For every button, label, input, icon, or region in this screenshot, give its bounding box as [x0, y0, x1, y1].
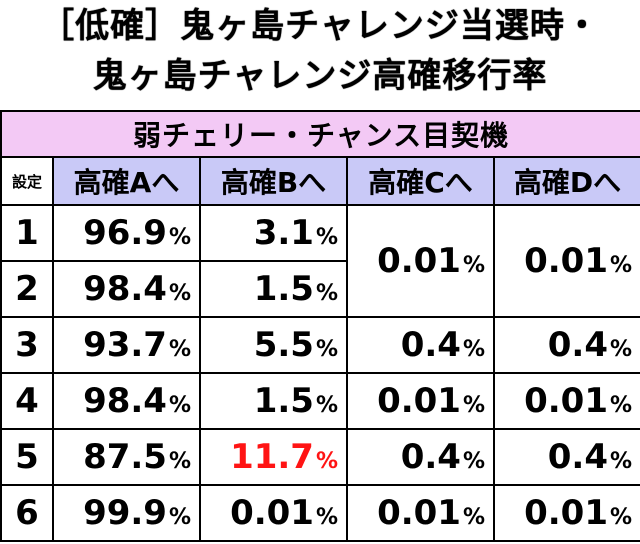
table-row: 4 98.4% 1.5% 0.01% 0.01% [0, 372, 640, 430]
percent-sign: % [168, 281, 191, 306]
value: 11.7 [230, 437, 314, 477]
setting-cell: 1 [0, 204, 54, 262]
value: 0.01 [524, 241, 608, 281]
high-d-cell: 0.01% [492, 484, 640, 542]
table-row: 3 93.7% 5.5% 0.4% 0.4% [0, 316, 640, 374]
value: 99.9 [83, 493, 167, 533]
high-c-cell: 0.01% [346, 372, 495, 430]
percent-sign: % [462, 253, 485, 278]
high-c-cell: 0.4% [346, 428, 495, 486]
value: 98.4 [83, 381, 167, 421]
percent-sign: % [168, 393, 191, 418]
value: 0.4 [400, 325, 461, 365]
setting-cell: 6 [0, 484, 54, 542]
title-line-2: 鬼ヶ島チャレンジ高確移行率 [92, 56, 548, 96]
value: 0.4 [547, 325, 608, 365]
percent-sign: % [168, 449, 191, 474]
high-b-cell: 1.5% [199, 372, 348, 430]
value: 5.5 [253, 325, 314, 365]
percent-sign: % [610, 253, 633, 278]
table-row: 5 87.5% 11.7% 0.4% 0.4% [0, 428, 640, 486]
setting-cell: 2 [0, 260, 54, 318]
value: 0.01 [377, 241, 461, 281]
high-d-merged-cell: 0.01% [492, 204, 640, 318]
header-setting: 設定 [0, 156, 54, 206]
value: 0.01 [524, 493, 608, 533]
header-high-b: 高確Bへ [199, 156, 348, 206]
percent-sign: % [315, 337, 338, 362]
percent-sign: % [315, 225, 338, 250]
percent-sign: % [315, 281, 338, 306]
high-a-cell: 87.5% [52, 428, 201, 486]
high-a-cell: 96.9% [52, 204, 201, 262]
header-row: 設定 高確Aへ 高確Bへ 高確Cへ 高確Dへ [0, 156, 640, 206]
value: 0.01 [377, 381, 461, 421]
table-row: 6 99.9% 0.01% 0.01% 0.01% [0, 484, 640, 542]
table-row: 2 98.4% 1.5% [0, 260, 640, 318]
high-b-cell: 1.5% [199, 260, 348, 318]
title-block: ［低確］鬼ヶ島チャレンジ当選時・ 鬼ヶ島チャレンジ高確移行率 [0, 0, 640, 108]
value: 0.01 [230, 493, 314, 533]
value: 96.9 [83, 213, 167, 253]
high-c-cell: 0.4% [346, 316, 495, 374]
high-d-cell: 0.4% [492, 316, 640, 374]
percent-sign: % [168, 337, 191, 362]
high-b-cell: 3.1% [199, 204, 348, 262]
value: 3.1 [253, 213, 314, 253]
high-a-cell: 98.4% [52, 260, 201, 318]
percent-sign: % [315, 449, 338, 474]
percent-sign: % [315, 393, 338, 418]
value: 98.4 [83, 269, 167, 309]
percent-sign: % [610, 393, 633, 418]
high-d-cell: 0.4% [492, 428, 640, 486]
high-d-cell: 0.01% [492, 372, 640, 430]
percent-sign: % [168, 505, 191, 530]
table-subtitle: 弱チェリー・チャンス目契機 [0, 110, 640, 158]
high-b-cell-highlighted: 11.7% [199, 428, 348, 486]
value: 1.5 [253, 269, 314, 309]
high-c-cell: 0.01% [346, 484, 495, 542]
percent-sign: % [315, 505, 338, 530]
percent-sign: % [462, 449, 485, 474]
title-line-1: ［低確］鬼ヶ島チャレンジ当選時・ [40, 6, 600, 46]
percent-sign: % [610, 337, 633, 362]
percent-sign: % [610, 505, 633, 530]
value: 1.5 [253, 381, 314, 421]
value: 0.01 [377, 493, 461, 533]
percent-sign: % [610, 449, 633, 474]
setting-cell: 3 [0, 316, 54, 374]
high-a-cell: 98.4% [52, 372, 201, 430]
table-row: 1 96.9% 3.1% 0.01% 0.01% [0, 204, 640, 318]
value: 93.7 [83, 325, 167, 365]
header-high-a: 高確Aへ [52, 156, 201, 206]
value: 87.5 [83, 437, 167, 477]
percent-sign: % [168, 225, 191, 250]
high-a-cell: 99.9% [52, 484, 201, 542]
percent-sign: % [462, 393, 485, 418]
value: 0.01 [524, 381, 608, 421]
rate-table: 弱チェリー・チャンス目契機 設定 高確Aへ 高確Bへ 高確Cへ 高確Dへ 1 9… [0, 110, 640, 542]
high-a-cell: 93.7% [52, 316, 201, 374]
high-c-merged-cell: 0.01% [346, 204, 495, 318]
value: 0.4 [547, 437, 608, 477]
setting-cell: 4 [0, 372, 54, 430]
header-high-c: 高確Cへ [346, 156, 495, 206]
percent-sign: % [462, 337, 485, 362]
setting-cell: 5 [0, 428, 54, 486]
value: 0.4 [400, 437, 461, 477]
high-b-cell: 5.5% [199, 316, 348, 374]
header-high-d: 高確Dへ [492, 156, 640, 206]
high-b-cell: 0.01% [199, 484, 348, 542]
percent-sign: % [462, 505, 485, 530]
